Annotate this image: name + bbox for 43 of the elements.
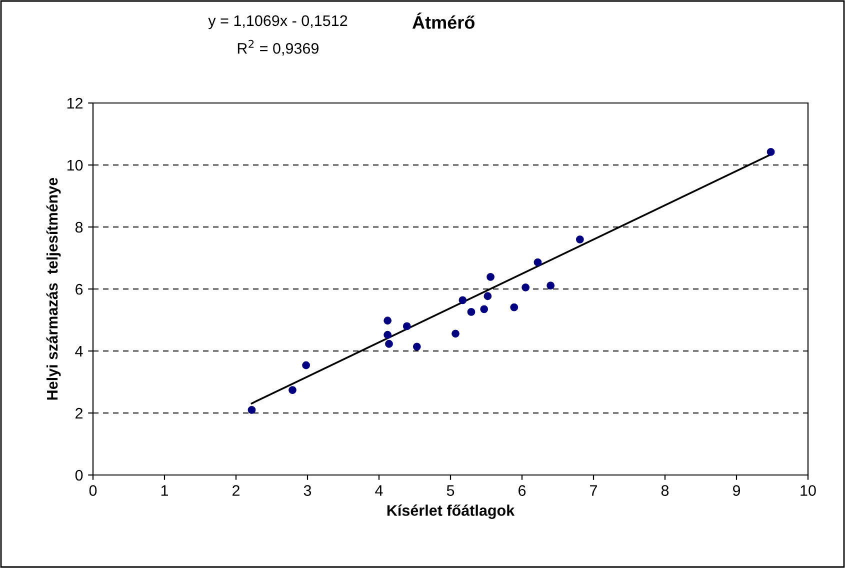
y-tick-label: 10	[67, 160, 83, 171]
point	[576, 235, 584, 244]
chart-title: Átmérő	[412, 12, 474, 29]
y-tick-label: 12	[67, 98, 83, 109]
point	[248, 406, 256, 414]
x-tick-label: 7	[590, 485, 597, 496]
x-tick-label: 4	[375, 485, 383, 496]
x-axis-title: Kísérlet főátlagok	[387, 504, 515, 519]
point	[467, 308, 476, 316]
point	[486, 272, 494, 281]
text: y = 1,1069x - 0,1512	[208, 15, 348, 30]
point	[412, 342, 421, 351]
point	[522, 284, 530, 292]
x-tick-label: 1	[161, 485, 168, 496]
y-tick-label: 8	[75, 222, 83, 233]
point	[385, 340, 393, 348]
x-tick-label: 2	[232, 485, 240, 496]
point	[452, 330, 460, 338]
y-axis-title: Helyi származás teljesítménye	[46, 178, 61, 400]
point	[402, 322, 411, 330]
x-tick-label: 3	[304, 485, 312, 496]
point	[480, 305, 488, 314]
x-tick-label: 8	[661, 485, 669, 496]
point	[302, 361, 310, 370]
y-tick-label: 4	[75, 346, 83, 357]
y-tick-label: 2	[76, 408, 83, 419]
x-tick-label: 9	[732, 485, 740, 496]
point	[288, 386, 296, 394]
point	[384, 330, 392, 339]
point	[384, 316, 392, 325]
y-tick-label: 0	[75, 470, 83, 481]
y-tick-label: 6	[76, 284, 83, 295]
point	[458, 296, 467, 304]
x-tick-label: 0	[89, 485, 97, 496]
point	[766, 148, 775, 156]
point	[484, 292, 492, 300]
text: R$^{2}$ = 0,9369	[238, 40, 318, 56]
x-tick-label: 5	[446, 485, 454, 496]
x-tick-label: 10	[800, 485, 816, 496]
point	[546, 282, 555, 290]
x-tick-label: 6	[518, 485, 526, 496]
point	[510, 303, 518, 312]
point	[534, 258, 542, 266]
